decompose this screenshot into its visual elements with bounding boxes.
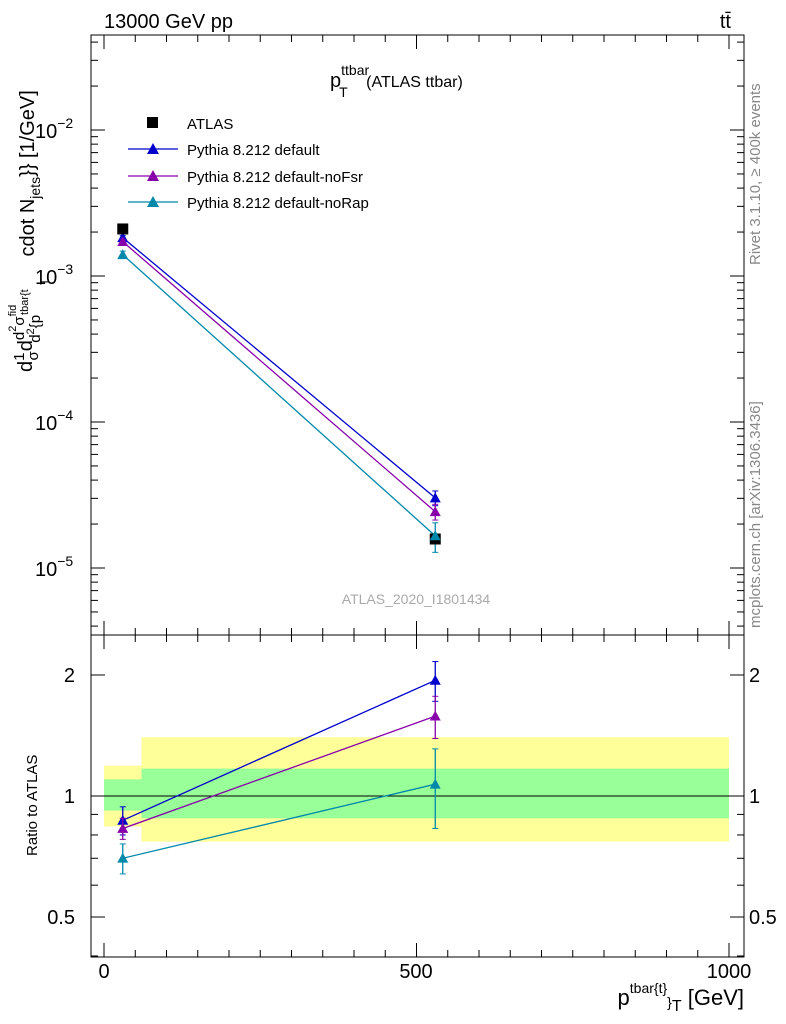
upper-ylabel: d1σdd2σfidd2{ptbar{tTcdot Njets}} [1/GeV… [7,90,51,372]
legend-marker-atlas [147,117,158,128]
ratio-point-1 [117,823,129,833]
lower-plot-content [91,661,744,875]
series-line-1 [122,241,436,513]
legend: ATLAS Pythia 8.212 default Pythia 8.212 … [128,116,369,212]
legend-marker-nofsr [147,170,159,181]
series-point-0 [429,492,441,503]
title-suffix: (ATLAS ttbar) [362,74,463,91]
xtick-label-1000: 1000 [707,961,752,983]
ratio-ytick-label-1: 1 [64,786,75,808]
rivet-label: Rivet 3.1.10, ≥ 400k events [747,83,764,265]
process-label: tt̄ [720,11,732,33]
series-point-2 [117,249,129,260]
legend-marker-norap [147,196,159,207]
ytick-label-1e-2: 10−2 [35,115,73,143]
xtick-label-0: 0 [98,961,109,983]
legend-label-norap: Pythia 8.212 default-noRap [187,195,369,212]
x-axis-label: ptbar{t}}T [GeV] [618,980,744,1015]
legend-label-default: Pythia 8.212 default [187,142,320,159]
upper-title: pttbar T (ATLAS ttbar) [330,62,463,100]
lower-panel: 2 1 0.5 2 1 0.5 Ratio to ATLAS [24,634,777,958]
series-line-2 [122,254,436,537]
ratio-line-2 [122,783,436,859]
legend-label-atlas: ATLAS [187,116,233,133]
ratio-ytick-label-2: 2 [64,665,75,687]
ratio-point-1 [429,710,441,721]
ratio-ylabel: Ratio to ATLAS [24,755,41,856]
ratio-ytick-label-right-1: 1 [749,786,760,808]
series-point-1 [429,506,441,517]
upper-panel: pttbar T (ATLAS ttbar) ATLAS_2020_I180143… [7,34,745,636]
title-sub: T [339,84,348,100]
series-point-2-top [429,530,441,541]
ratio-point-2 [429,778,441,789]
energy-label: 13000 GeV pp [104,11,233,33]
ratio-ytick-label-0.5: 0.5 [47,907,75,929]
series-line-0 [122,237,436,499]
title-sup: ttbar [341,62,369,78]
series-point-1 [117,236,129,247]
ytick-label-1e-4: 10−4 [35,407,73,435]
ratio-point-2 [117,852,129,863]
ratio-ytick-label-right-2: 2 [749,665,760,687]
title-main: p [330,70,341,92]
ratio-line-0 [122,679,436,821]
legend-label-nofsr: Pythia 8.212 default-noFsr [187,169,363,186]
mcplots-label: mcplots.cern.ch [arXiv:1306.3436] [747,401,764,628]
watermark: ATLAS_2020_I1801434 [342,591,491,607]
ytick-label-1e-3: 10−3 [35,261,73,289]
upper-ticks [91,35,744,635]
lower-ticks [91,635,744,957]
ratio-ytick-label-right-0.5: 0.5 [749,907,777,929]
upper-plot-content [117,223,441,553]
legend-marker-default [147,143,159,154]
atlas-point [117,223,129,235]
ratio-band-inner [104,779,142,811]
xtick-label-500: 500 [399,961,432,983]
svg-text:d1σdd2σfidd2{ptbar{tTcdot Njet: d1σdd2σfidd2{ptbar{tTcdot Njets}} [1/GeV… [7,90,51,372]
ratio-point-0 [429,674,441,685]
ratio-line-1 [122,715,436,830]
ytick-label-1e-5: 10−5 [35,553,73,581]
